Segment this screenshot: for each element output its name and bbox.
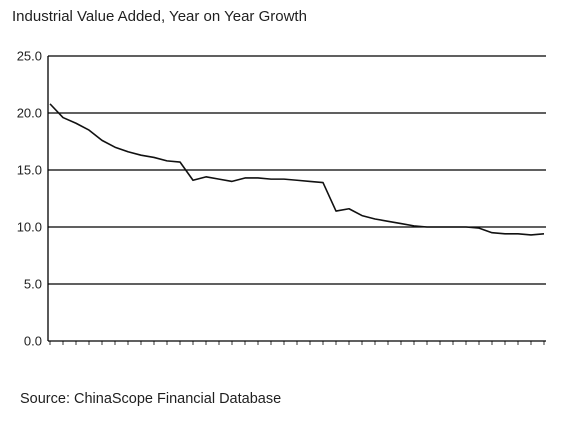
data-point	[543, 233, 545, 235]
data-point	[387, 220, 389, 222]
data-point	[465, 226, 467, 228]
data-point	[179, 161, 181, 163]
data-point	[270, 178, 272, 180]
chart-title: Industrial Value Added, Year on Year Gro…	[12, 8, 307, 25]
data-point	[218, 178, 220, 180]
data-point	[114, 146, 116, 148]
y-tick-label: 25.0	[17, 49, 42, 64]
data-point	[361, 215, 363, 217]
data-point	[62, 117, 64, 119]
y-tick-label: 20.0	[17, 106, 42, 121]
data-point	[413, 225, 415, 227]
data-point	[530, 234, 532, 236]
gridlines	[48, 55, 546, 285]
data-point	[205, 176, 207, 178]
data-point	[452, 226, 454, 228]
data-point	[49, 103, 51, 105]
data-point	[283, 178, 285, 180]
data-point	[335, 210, 337, 212]
data-point	[231, 181, 233, 183]
data-point	[127, 151, 129, 153]
data-point	[101, 139, 103, 141]
axes	[47, 56, 546, 342]
data-point	[244, 177, 246, 179]
y-tick-label: 15.0	[17, 163, 42, 178]
y-tick-label: 5.0	[24, 277, 42, 292]
data-point	[426, 226, 428, 228]
chart-source-note: Source: ChinaScope Financial Database	[20, 391, 282, 407]
data-point	[517, 233, 519, 235]
data-point	[478, 227, 480, 229]
data-point	[153, 157, 155, 159]
data-point	[309, 181, 311, 183]
data-point	[439, 226, 441, 228]
data-point	[348, 208, 350, 210]
data-point	[257, 177, 259, 179]
data-point	[491, 232, 493, 234]
series-layer	[49, 103, 545, 236]
y-tick-label: 0.0	[24, 334, 42, 349]
data-point	[374, 218, 376, 220]
data-point	[75, 122, 77, 124]
series-line	[49, 103, 545, 236]
data-point	[400, 223, 402, 225]
data-point	[296, 179, 298, 181]
x-axis-ticks	[49, 341, 545, 345]
data-point	[322, 182, 324, 184]
data-point	[88, 129, 90, 131]
data-point	[192, 179, 194, 181]
data-point	[166, 160, 168, 162]
y-axis-tick-labels: 0.0 5.0 10.0 15.0 20.0 25.0	[17, 49, 42, 349]
data-point	[504, 233, 506, 235]
data-point	[140, 154, 142, 156]
y-tick-label: 10.0	[17, 220, 42, 235]
